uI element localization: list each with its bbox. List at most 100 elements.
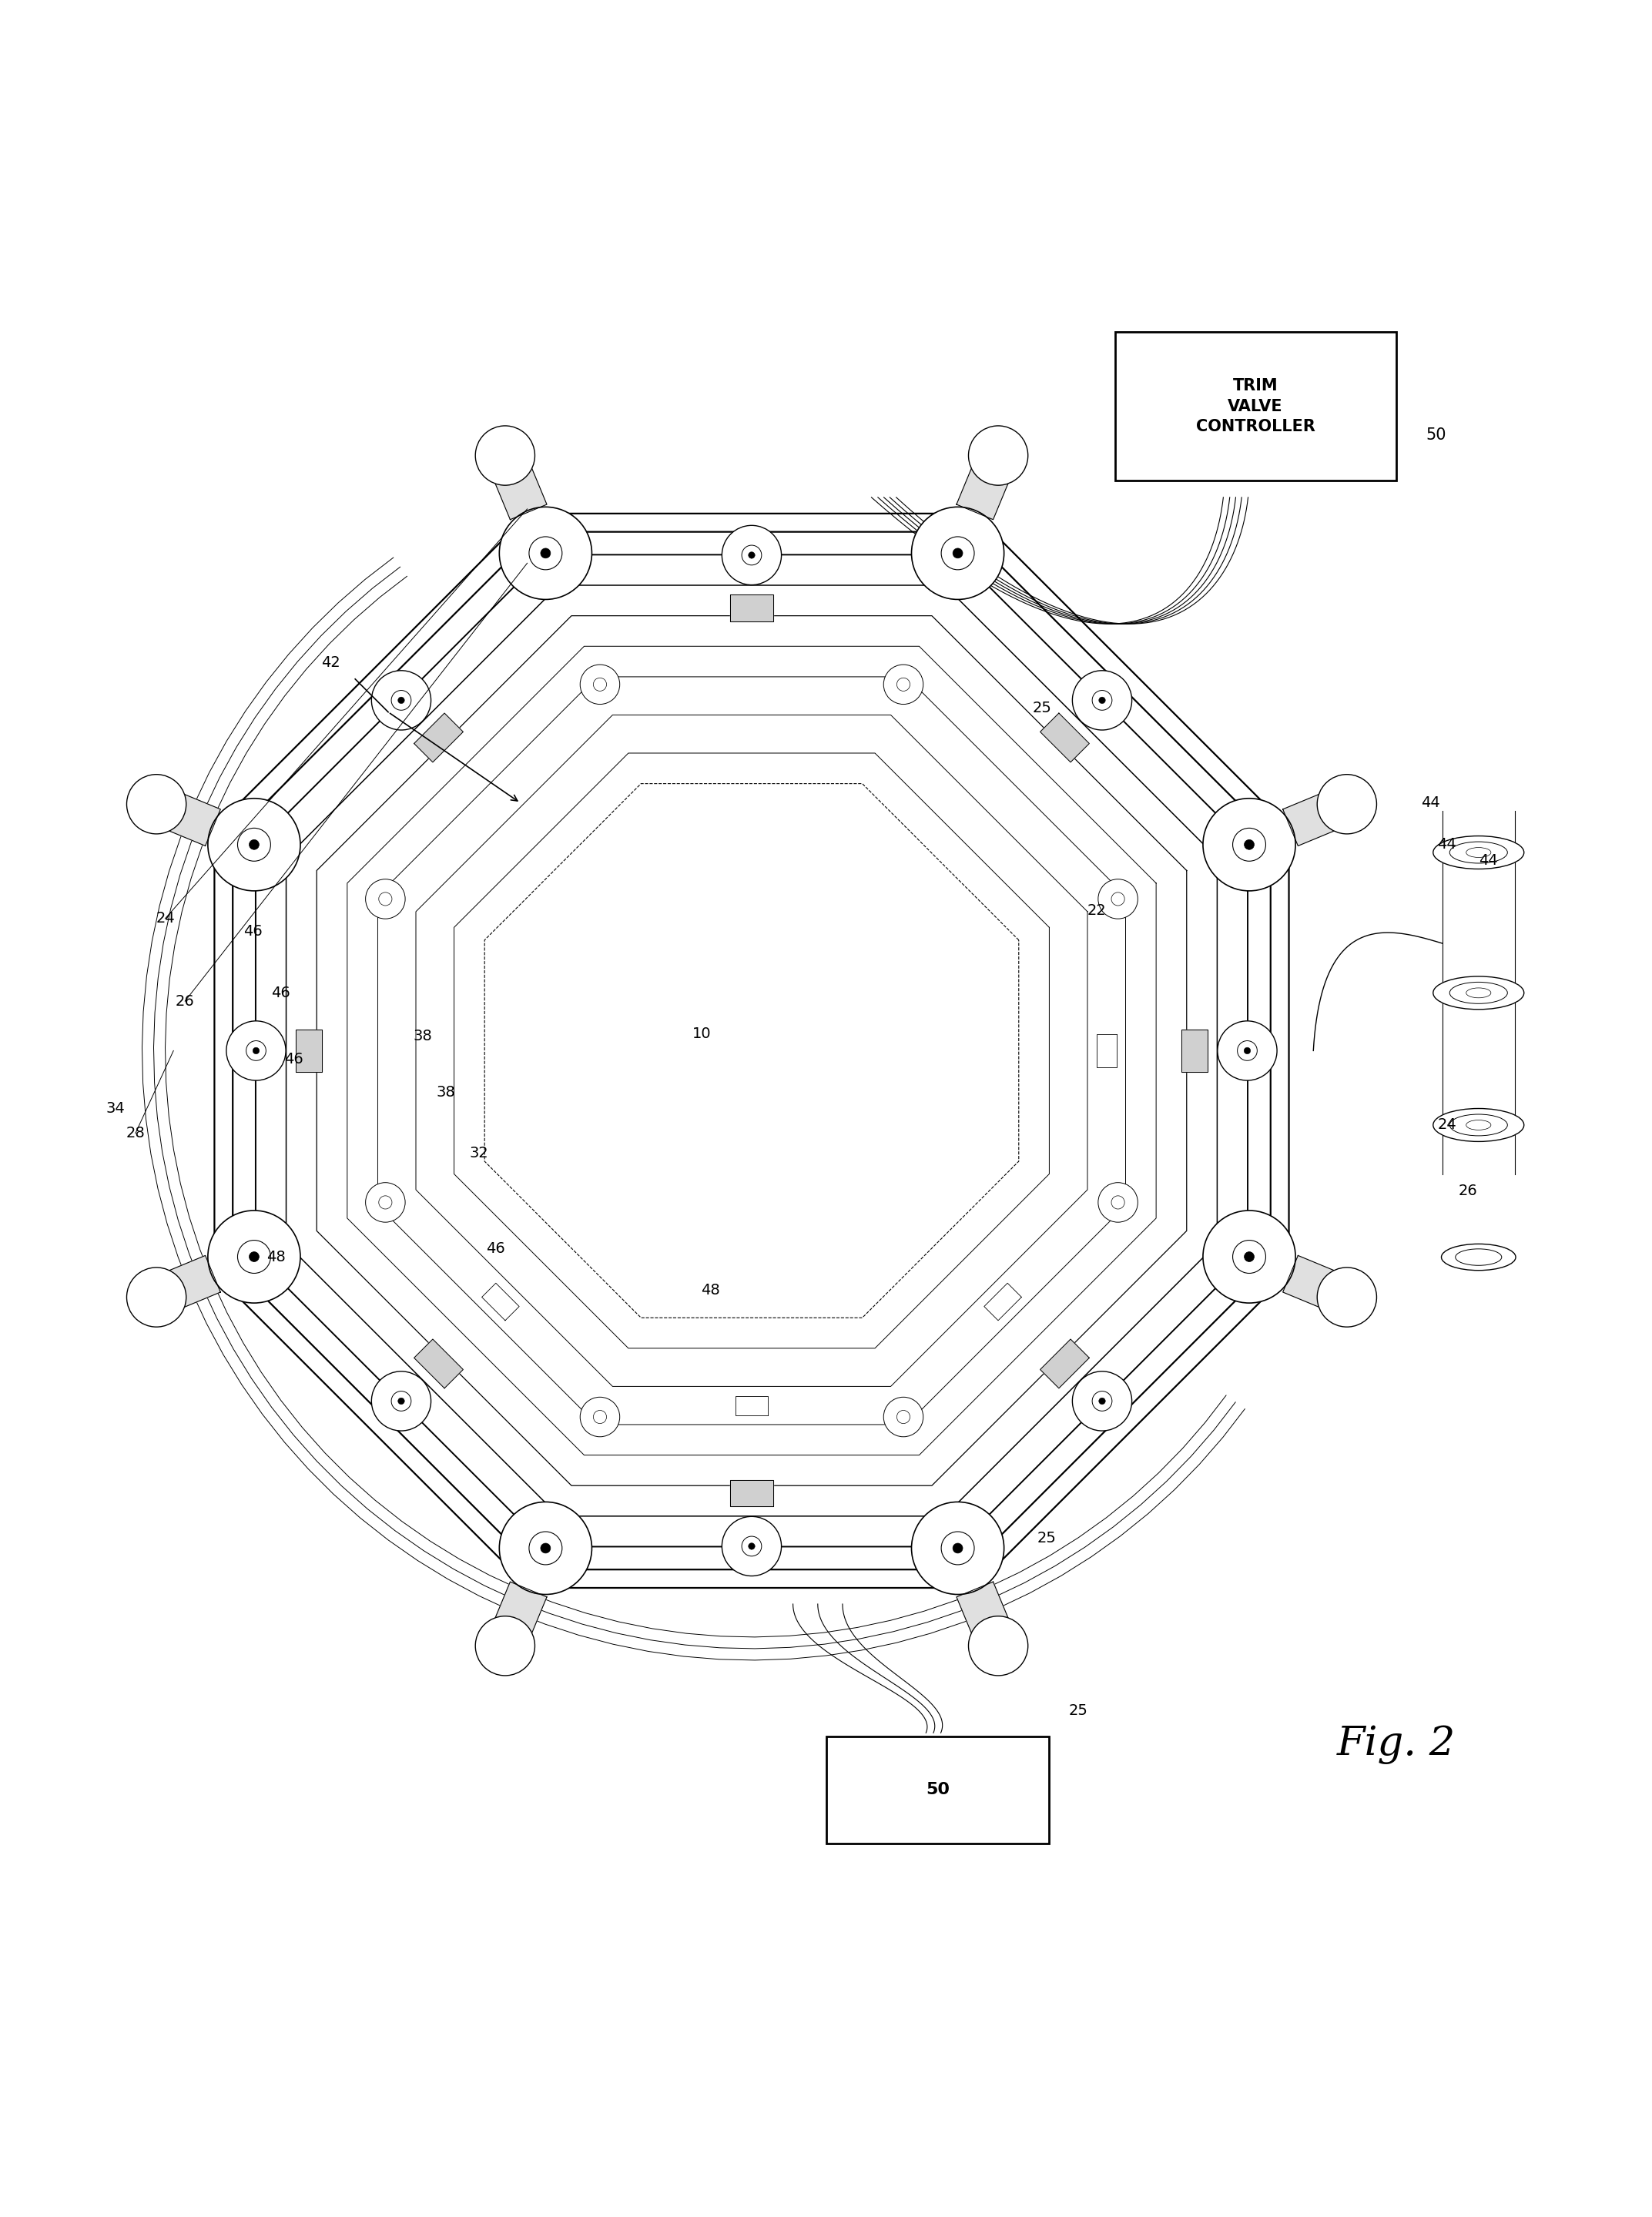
Ellipse shape	[1450, 982, 1507, 1004]
Polygon shape	[1284, 785, 1355, 847]
Circle shape	[529, 537, 562, 570]
Circle shape	[249, 1253, 259, 1261]
Ellipse shape	[1434, 836, 1523, 869]
Circle shape	[748, 1543, 755, 1550]
Text: 28: 28	[126, 1126, 145, 1140]
Circle shape	[208, 798, 301, 891]
Polygon shape	[1041, 714, 1089, 763]
Circle shape	[897, 1410, 910, 1423]
FancyBboxPatch shape	[1115, 333, 1396, 481]
Text: 44: 44	[1479, 854, 1498, 869]
Circle shape	[1237, 1040, 1257, 1060]
Text: 10: 10	[692, 1026, 712, 1042]
Text: 42: 42	[320, 656, 340, 670]
Polygon shape	[487, 448, 547, 519]
Text: 44: 44	[1437, 836, 1457, 851]
Text: 22: 22	[1087, 902, 1107, 918]
Circle shape	[127, 1268, 187, 1328]
Circle shape	[1112, 893, 1125, 905]
Text: 46: 46	[243, 924, 263, 940]
Circle shape	[208, 1210, 301, 1304]
Ellipse shape	[1434, 1108, 1523, 1142]
Circle shape	[476, 426, 535, 486]
Text: 26: 26	[1459, 1184, 1479, 1199]
Circle shape	[912, 508, 1004, 599]
Circle shape	[1317, 774, 1376, 834]
Circle shape	[968, 1616, 1028, 1676]
Ellipse shape	[1455, 1248, 1502, 1266]
Circle shape	[1099, 696, 1105, 703]
Circle shape	[398, 1397, 405, 1403]
Circle shape	[1244, 1253, 1254, 1261]
Text: 38: 38	[436, 1084, 456, 1100]
Ellipse shape	[1467, 847, 1492, 858]
Circle shape	[942, 1532, 975, 1565]
Circle shape	[392, 1392, 411, 1410]
Circle shape	[884, 1397, 923, 1437]
Circle shape	[1092, 689, 1112, 709]
Circle shape	[1112, 1195, 1125, 1208]
Circle shape	[912, 1501, 1004, 1594]
Circle shape	[365, 1182, 405, 1222]
Circle shape	[1244, 840, 1254, 849]
Polygon shape	[149, 1255, 220, 1315]
Circle shape	[1317, 1268, 1376, 1328]
Circle shape	[1092, 1392, 1112, 1410]
Ellipse shape	[1467, 1120, 1492, 1131]
Circle shape	[499, 508, 591, 599]
Circle shape	[593, 1410, 606, 1423]
Circle shape	[529, 1532, 562, 1565]
Circle shape	[392, 689, 411, 709]
Circle shape	[1099, 1397, 1105, 1403]
Circle shape	[1099, 1182, 1138, 1222]
Circle shape	[1072, 1372, 1132, 1430]
Text: 44: 44	[1421, 796, 1441, 809]
Polygon shape	[957, 448, 1016, 519]
Circle shape	[372, 1372, 431, 1430]
Circle shape	[499, 1501, 591, 1594]
Text: 25: 25	[1069, 1703, 1089, 1718]
Polygon shape	[415, 1339, 463, 1388]
Circle shape	[238, 829, 271, 860]
Text: 46: 46	[271, 987, 291, 1000]
Text: 25: 25	[1032, 701, 1052, 716]
Text: 46: 46	[486, 1242, 506, 1257]
Polygon shape	[730, 594, 773, 621]
Circle shape	[253, 1046, 259, 1053]
Polygon shape	[1284, 1255, 1355, 1315]
Circle shape	[580, 665, 620, 705]
Circle shape	[238, 1239, 271, 1273]
Text: 26: 26	[175, 993, 195, 1009]
Text: 34: 34	[106, 1102, 126, 1115]
Circle shape	[953, 1543, 963, 1554]
Polygon shape	[1041, 1339, 1089, 1388]
Text: 50: 50	[1426, 428, 1446, 443]
Circle shape	[540, 548, 550, 559]
Polygon shape	[149, 785, 220, 847]
Circle shape	[722, 525, 781, 585]
Text: 46: 46	[284, 1051, 304, 1066]
Circle shape	[1072, 670, 1132, 729]
Text: TRIM
VALVE
CONTROLLER: TRIM VALVE CONTROLLER	[1196, 379, 1315, 435]
Ellipse shape	[1450, 842, 1507, 862]
Circle shape	[942, 537, 975, 570]
Text: 24: 24	[155, 911, 175, 927]
Circle shape	[968, 426, 1028, 486]
Polygon shape	[487, 1581, 547, 1654]
Circle shape	[953, 548, 963, 559]
Polygon shape	[1181, 1029, 1208, 1073]
Circle shape	[127, 774, 187, 834]
Text: Fig. 2: Fig. 2	[1336, 1725, 1455, 1765]
Circle shape	[1203, 798, 1295, 891]
Polygon shape	[296, 1029, 322, 1073]
Text: 32: 32	[469, 1146, 489, 1159]
Circle shape	[1203, 1210, 1295, 1304]
FancyBboxPatch shape	[826, 1736, 1049, 1845]
Circle shape	[540, 1543, 550, 1554]
Circle shape	[897, 678, 910, 692]
Ellipse shape	[1441, 1244, 1517, 1270]
Circle shape	[722, 1516, 781, 1576]
Circle shape	[1232, 829, 1265, 860]
Circle shape	[1232, 1239, 1265, 1273]
Circle shape	[593, 678, 606, 692]
